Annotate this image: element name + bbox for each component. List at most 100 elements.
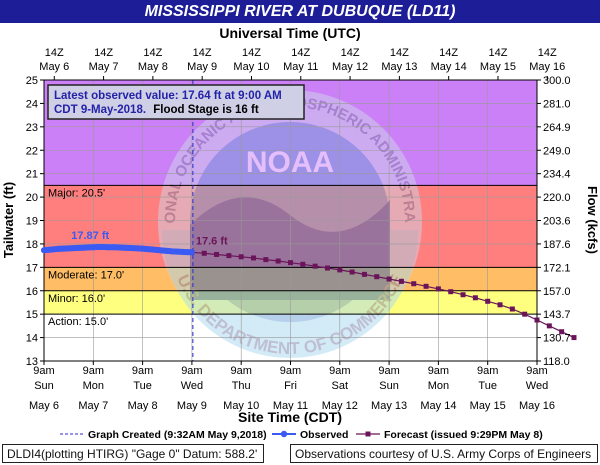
forecast-point [546,323,552,329]
bottom-tick-weekday: Sun [34,380,54,392]
top-tick-time: 14Z [538,47,557,59]
left-tick-label: 24 [26,98,38,110]
bottom-tick-date: May 9 [177,400,207,412]
bottom-tick-date: May 12 [322,400,358,412]
bottom-tick-weekday: Mon [428,380,449,392]
bottom-tick-weekday: Sun [379,380,399,392]
observed-point [90,244,97,251]
forecast-point [435,286,441,292]
observed-point [119,244,126,251]
top-tick-time: 14Z [193,47,212,59]
chart-title: MISSISSIPPI RIVER AT DUBUQUE (LD11) [0,0,600,23]
top-tick-date: May 11 [283,61,318,73]
observed-point [188,249,195,256]
bottom-tick-date: May 11 [273,400,308,412]
bottom-tick-time: 9am [329,365,350,377]
bottom-axis-title: Site Time (CDT) [238,409,342,425]
top-axis-title: Universal Time (UTC) [219,25,360,41]
latest-observed-line1: Latest observed value: 17.64 ft at 9:00 … [54,90,282,102]
observed-point [45,246,52,253]
left-tick-label: 21 [26,169,38,181]
legend-observed: Observed [300,429,348,441]
bottom-tick-date: May 14 [420,400,456,412]
forecast-point [559,329,565,335]
forecast-point [201,250,207,256]
forecast-point [448,289,454,295]
right-tick-label: 300.0 [543,75,571,87]
left-tick-label: 19 [26,216,38,228]
latest-observed-line2: CDT 9-May-2018. [54,104,146,116]
forecast-point [509,306,515,312]
right-tick-label: 157.0 [543,286,571,298]
observed-point [179,248,186,255]
bottom-tick-weekday: Tue [133,380,152,392]
forecast-point [522,311,528,317]
top-tick-date: May 7 [89,61,119,73]
left-tick-label: 13 [26,356,38,368]
forecast-point [472,295,478,301]
left-tick-label: 22 [26,145,38,157]
forecast-point [361,271,367,277]
top-tick-date: May 9 [187,61,217,73]
bottom-tick-weekday: Wed [526,380,548,392]
left-tick-label: 14 [26,333,38,345]
legend-graph-created: Graph Created (9:32AM May 9,2018) [88,429,267,441]
forecast-point [300,261,306,267]
observed-point [124,244,131,251]
axis-ticks: 13 14 15 16 17 18 19 20 21 22 23 24 25 118.0 130.7 143.… [26,47,571,412]
observed-point [55,245,62,252]
legend: Graph Created (9:32AM May 9,2018) Observ… [60,429,543,441]
forecast-point [349,269,355,275]
observed-point [65,245,72,252]
stage-label-action: Action: 15.0' [48,316,108,328]
observed-point [95,243,102,250]
observed-point [169,248,176,255]
top-tick-time: 14Z [45,47,64,59]
bottom-tick-time: 9am [83,365,104,377]
bottom-tick-date: May 13 [371,400,407,412]
right-tick-label: 264.9 [543,122,571,134]
forecast-point [374,274,380,280]
observed-point [60,245,67,252]
bottom-tick-date: May 15 [470,400,506,412]
top-tick-date: May 6 [39,61,69,73]
forecast-point [226,253,232,259]
flood-stage-note: Flood Stage is 16 ft [153,104,259,116]
svg-text:CDT 9-May-2018. Flood: CDT 9-May-2018. Flood Stage is 16 ft [54,104,259,116]
top-tick-time: 14Z [439,47,458,59]
observed-point [134,245,141,252]
latest-observation-box: Latest observed value: 17.64 ft at 9:00 … [47,84,305,120]
stage-labels: Major: 20.5' Moderate: 17.0' Minor: 16.0' A… [48,187,124,328]
data-source-note: Observations courtesy of U.S. Army Corps… [290,444,598,463]
top-tick-time: 14Z [143,47,162,59]
forecast-point [411,281,417,287]
right-tick-label: 203.6 [543,216,571,228]
top-tick-date: May 8 [138,61,168,73]
bottom-tick-date: May 6 [29,400,59,412]
right-tick-label: 130.7 [543,333,571,345]
observed-point [129,245,136,252]
observed-point [164,247,171,254]
forecast-point [423,283,429,289]
top-tick-date: May 15 [480,61,516,73]
top-tick-time: 14Z [291,47,310,59]
observed-point [100,243,107,250]
bottom-tick-date: May 16 [519,400,555,412]
observed-point [75,244,82,251]
right-tick-label: 249.0 [543,145,571,157]
right-tick-label: 187.6 [543,239,571,251]
value-annotations: 17.87 ft 17.6 ft [71,230,228,247]
bottom-tick-date: May 7 [78,400,108,412]
forecast-point [214,251,220,257]
legend-observed-marker [280,430,288,438]
right-tick-label: 281.0 [543,98,571,110]
legend-forecast: Forecast (issued 9:29PM May 8) [384,429,543,441]
forecast-point [337,267,343,273]
bottom-tick-time: 9am [378,365,399,377]
right-tick-label: 118.0 [543,356,570,368]
legend-forecast-marker [365,431,371,437]
right-tick-label: 143.7 [543,309,571,321]
right-tick-label: 234.4 [543,169,571,181]
